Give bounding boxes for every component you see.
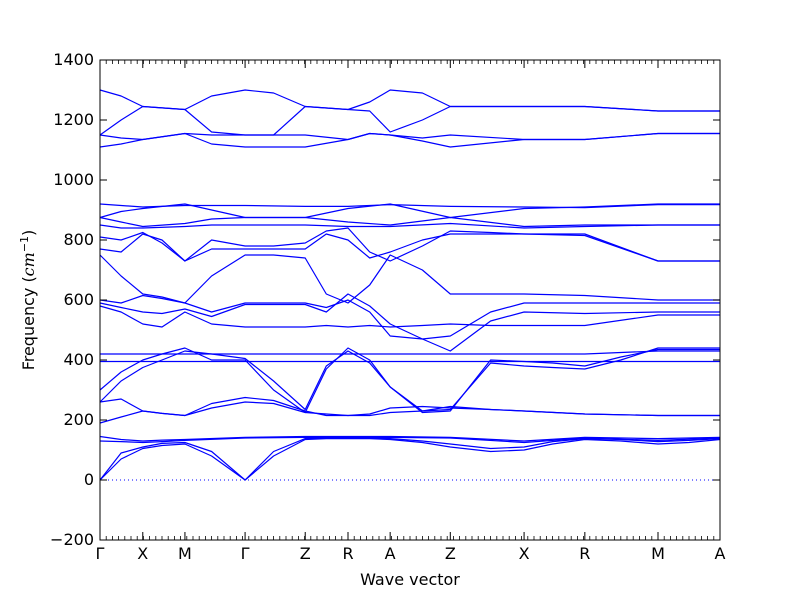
branch-line-6 xyxy=(99,396,720,417)
branch-line-24 xyxy=(99,89,720,136)
branch-line-22 xyxy=(99,132,720,141)
x-tick-label: M xyxy=(178,544,192,563)
x-tick-label: A xyxy=(715,544,726,563)
y-axis-label-unit-exponent: −1 xyxy=(18,236,31,252)
plot-area xyxy=(99,89,721,481)
x-tick-label: Γ xyxy=(96,544,105,563)
x-tick-label: R xyxy=(579,544,590,563)
x-tick-label: M xyxy=(651,544,665,563)
x-axis-label: Wave vector xyxy=(360,570,460,589)
y-tick-label: −200 xyxy=(50,530,94,549)
branch-line-8 xyxy=(100,350,720,355)
y-axis-label-main: Frequency ( xyxy=(19,276,38,370)
branch-line-13 xyxy=(99,294,720,340)
branch-line-4 xyxy=(99,435,721,442)
branch-line-3 xyxy=(99,436,721,444)
y-axis-label-close: ) xyxy=(19,230,38,236)
branch-line-20 xyxy=(99,203,720,209)
branch-line-11 xyxy=(99,305,720,328)
y-tick-label: 0 xyxy=(84,470,94,489)
y-axis-label: Frequency (cm−1) xyxy=(18,230,39,371)
x-tick-label: X xyxy=(519,544,530,563)
branch-line-17 xyxy=(99,222,720,229)
y-tick-label: 1200 xyxy=(53,110,94,129)
branch-line-9 xyxy=(99,347,720,412)
x-tick-label: Γ xyxy=(241,544,250,563)
y-tick-label: 600 xyxy=(63,290,94,309)
y-tick-label: 800 xyxy=(63,230,94,249)
y-axis-label-unit: cm xyxy=(19,252,38,276)
y-tick-label: 200 xyxy=(63,410,94,429)
y-tick-label: 1000 xyxy=(53,170,94,189)
branch-line-18 xyxy=(99,216,720,228)
x-tick-label: X xyxy=(137,544,148,563)
y-axis-ticks: −200 0 200 400 600 800 1000 1200 1400 xyxy=(50,50,720,549)
branch-line-12 xyxy=(99,293,720,352)
x-tick-label: R xyxy=(342,544,353,563)
x-tick-label: Z xyxy=(300,544,311,563)
y-tick-label: 1400 xyxy=(53,50,94,69)
branch-line-16 xyxy=(99,227,720,262)
y-tick-label: 400 xyxy=(63,350,94,369)
branch-line-14 xyxy=(99,254,720,304)
x-tick-label: A xyxy=(385,544,396,563)
branch-line-10 xyxy=(99,347,720,414)
x-tick-label: Z xyxy=(445,544,456,563)
